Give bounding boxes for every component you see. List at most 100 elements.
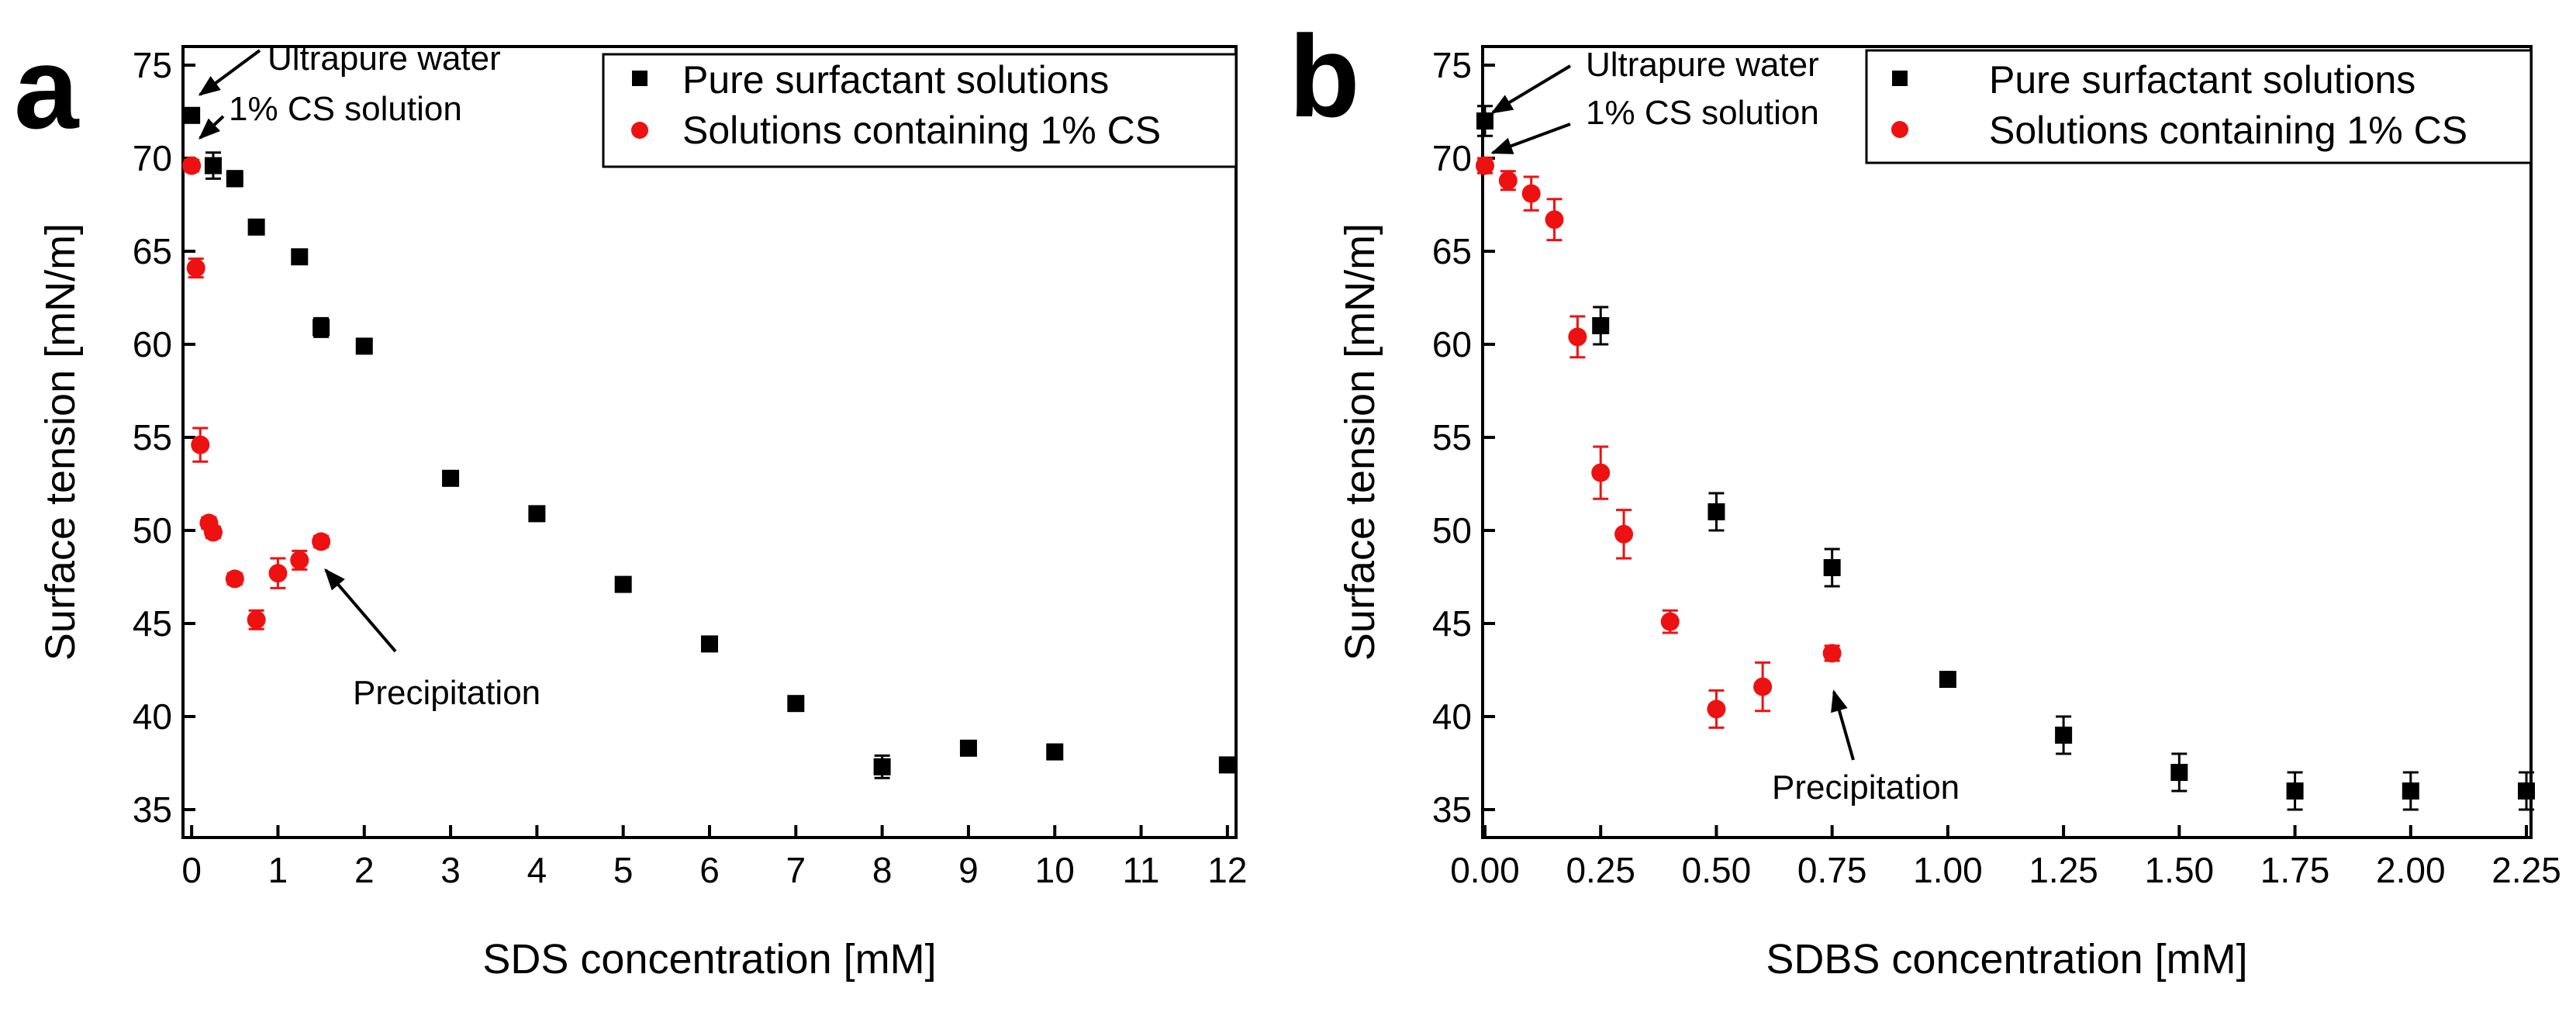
x-tick-label: 6 — [699, 850, 720, 890]
marker-square — [442, 469, 460, 487]
y-tick-label: 70 — [133, 138, 172, 178]
legend-a: Pure surfactant solutions Solutions cont… — [602, 53, 1238, 168]
data-point-cs — [1660, 609, 1680, 634]
marker-square — [2055, 727, 2073, 744]
marker-circle — [312, 532, 331, 551]
data-point-cs — [186, 257, 205, 279]
x-tick-label: 1.50 — [2145, 850, 2215, 890]
plot-frame-b — [1481, 45, 2533, 839]
data-point-pure — [204, 151, 222, 180]
marker-circle — [1614, 524, 1634, 544]
data-point-cs — [1568, 315, 1587, 359]
y-tick-label: 75 — [133, 45, 172, 85]
marker-circle — [290, 551, 309, 570]
y-tick-label: 65 — [133, 231, 172, 271]
x-tick-label: 1.75 — [2260, 850, 2330, 890]
annotation-ultrapure-water-b: Ultrapure water — [1586, 46, 1819, 84]
x-tick-label: 0.00 — [1450, 850, 1520, 890]
data-point-pure — [1218, 756, 1236, 774]
y-tick-label: 45 — [1432, 603, 1472, 644]
marker-square — [1939, 671, 1956, 688]
data-point-pure — [873, 754, 891, 779]
annotation-precipitation-a: Precipitation — [353, 674, 540, 712]
data-point-cs — [1614, 509, 1634, 560]
data-point-cs — [191, 427, 210, 463]
marker-square — [1046, 743, 1064, 761]
legend-b: Pure surfactant solutions Solutions cont… — [1865, 49, 2533, 164]
x-tick-label: 10 — [1035, 850, 1075, 890]
annotation-arrow-precipitation-b — [1831, 689, 1855, 761]
marker-square — [247, 218, 265, 236]
data-point-pure — [528, 505, 546, 523]
data-point-pure — [1476, 105, 1493, 137]
data-point-pure — [183, 106, 201, 124]
y-tick-label: 50 — [1432, 510, 1472, 551]
panel-letter-a: a — [14, 22, 80, 153]
legend-label-pure-a: Pure surfactant solutions — [682, 58, 1109, 102]
marker-circle — [247, 610, 266, 630]
data-point-pure — [2055, 715, 2073, 755]
marker-square — [614, 575, 632, 593]
marker-circle — [1475, 156, 1494, 175]
y-axis-ticks-a: 35 40 45 50 55 60 65 70 75 — [133, 45, 195, 830]
marker-square — [701, 635, 718, 653]
y-tick-label: 60 — [1432, 324, 1472, 364]
data-point-pure — [313, 316, 330, 338]
y-axis-title-b: Surface tension [mN/m] — [1337, 223, 1383, 661]
marker-square — [1476, 112, 1493, 130]
marker-circle — [1498, 171, 1518, 190]
y-tick-label: 75 — [1432, 45, 1472, 85]
x-tick-label: 11 — [1123, 850, 1160, 890]
x-tick-label: 1.00 — [1913, 850, 1983, 890]
marker-circle — [1660, 612, 1680, 631]
data-point-pure — [701, 635, 718, 653]
legend-box-b — [1865, 49, 2533, 164]
marker-square — [291, 248, 309, 266]
y-tick-label: 65 — [1432, 231, 1472, 271]
marker-square — [2170, 764, 2188, 781]
marker-square — [1823, 559, 1841, 576]
series-layer-a — [182, 106, 1236, 779]
data-point-pure — [1939, 671, 1956, 688]
marker-square — [2402, 782, 2419, 800]
marker-circle — [1707, 699, 1726, 719]
marker-square — [1592, 317, 1610, 334]
data-point-cs — [268, 557, 288, 589]
x-tick-label: 12 — [1207, 850, 1247, 890]
data-point-cs — [203, 523, 223, 542]
data-point-pure — [226, 170, 243, 188]
data-point-pure — [2402, 771, 2419, 811]
y-tick-label: 40 — [133, 696, 172, 737]
marker-square — [1708, 503, 1725, 520]
x-tick-label: 9 — [958, 850, 979, 890]
marker-square — [204, 157, 222, 174]
legend-marker-pure-b — [1892, 71, 1908, 86]
marker-square — [355, 337, 373, 355]
data-point-pure — [247, 218, 265, 236]
x-tick-label: 1.25 — [2029, 850, 2098, 890]
x-tick-label: 2.25 — [2491, 850, 2561, 890]
panel-letter-b: b — [1289, 11, 1360, 141]
y-tick-label: 45 — [133, 603, 172, 644]
annotation-arrow-ultrapure-b — [1490, 64, 1572, 114]
data-point-pure — [1046, 743, 1064, 761]
marker-circle — [182, 156, 202, 175]
annotation-arrow-cs-b — [1490, 123, 1571, 154]
series-layer-b — [1475, 105, 2536, 811]
y-tick-label: 35 — [1432, 789, 1472, 830]
data-point-cs — [290, 549, 309, 571]
data-point-pure — [1592, 306, 1610, 346]
x-tick-label: 3 — [440, 850, 461, 890]
data-point-pure — [1823, 547, 1841, 588]
x-axis-title-b: SDBS concentration [mM] — [1766, 936, 2247, 983]
marker-square — [528, 505, 546, 523]
data-point-pure — [959, 739, 977, 757]
legend-marker-pure-a — [632, 71, 647, 86]
legend-label-cs-a: Solutions containing 1% CS — [682, 109, 1161, 152]
marker-square — [873, 758, 891, 775]
x-tick-label: 2.00 — [2376, 850, 2446, 890]
data-point-pure — [355, 337, 373, 355]
marker-square — [2286, 782, 2304, 800]
marker-square — [2518, 782, 2536, 800]
y-axis-ticks-b: 35 40 45 50 55 60 65 70 75 — [1432, 45, 1495, 830]
